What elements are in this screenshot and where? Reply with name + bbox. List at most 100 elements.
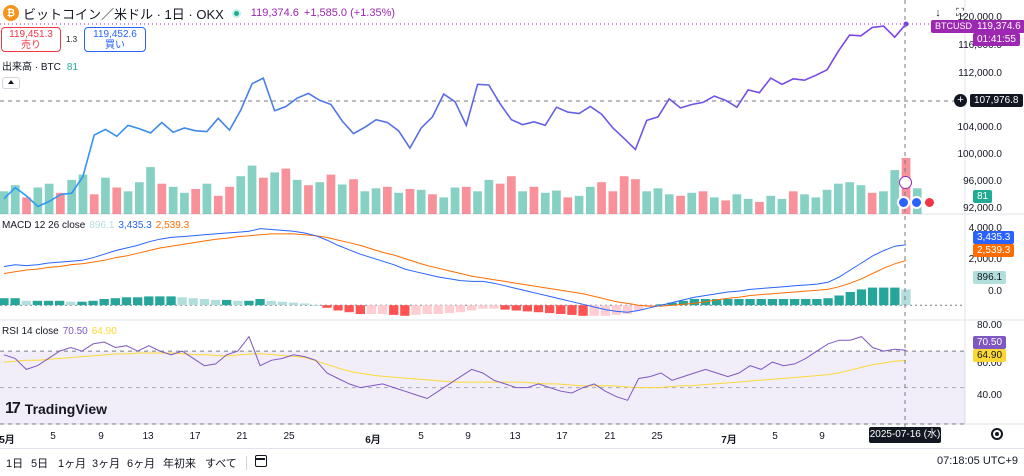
symbol-header: ₿ ビットコイン／米ドル · 1日 · OKX 119,374.6 +1,585… — [0, 0, 920, 26]
volume-bar — [349, 179, 358, 214]
macd-histogram-bar — [32, 300, 42, 306]
macd-histogram-bar — [422, 305, 432, 314]
macd-histogram-bar — [723, 299, 733, 306]
macd-histogram-bar — [489, 305, 499, 309]
buy-price: 119,452.6 — [93, 29, 137, 40]
macd-histogram-bar — [444, 305, 455, 314]
volume-bar — [405, 189, 415, 214]
time-tick: 5月 — [0, 435, 15, 446]
range-1m-button[interactable]: 1ヶ月 — [58, 458, 87, 470]
price-tick: 100,000.0 — [957, 149, 1003, 160]
crosshair-price-badge: 107,976.8 — [970, 94, 1023, 107]
range-3m-button[interactable]: 3ヶ月 — [92, 458, 121, 470]
range-1d-button[interactable]: 1日 — [6, 458, 24, 470]
macd-histogram-bar — [812, 299, 822, 306]
clock-readout[interactable]: 07:18:05 UTC+9 — [936, 455, 1018, 467]
macd-histogram-bar — [188, 298, 198, 306]
legend-collapse-button[interactable] — [2, 77, 20, 89]
sell-button[interactable]: 119,451.3 売り — [1, 27, 61, 52]
volume-bar — [146, 167, 155, 214]
buy-button[interactable]: 119,452.6 買い — [84, 27, 146, 52]
macd-histogram-bar — [133, 297, 143, 306]
macd-histogram-bar — [600, 305, 610, 316]
volume-bar — [507, 176, 516, 214]
price-tick: 96,000.0 — [963, 176, 1002, 187]
range-ytd-button[interactable]: 年初来 — [163, 458, 196, 470]
volume-bar — [687, 192, 697, 214]
gear-icon[interactable] — [991, 428, 1003, 440]
macd-histogram-bar — [734, 299, 744, 306]
volume-bar — [574, 195, 584, 214]
volume-bar — [788, 191, 798, 214]
sell-label: 売り — [21, 40, 41, 51]
time-tick: 25 — [651, 431, 663, 442]
volume-bar — [202, 183, 212, 214]
macd-line — [3, 228, 907, 313]
macd-histogram-bar — [879, 287, 889, 306]
macd-histogram-bar — [166, 296, 176, 306]
volume-bar — [484, 179, 494, 214]
calendar-icon[interactable] — [255, 455, 267, 467]
volume-legend[interactable]: 出来高 · BTC 81 — [2, 58, 78, 73]
download-icon[interactable]: ↓ — [935, 7, 941, 19]
volume-bar — [112, 187, 122, 214]
macd-tick: 0.0 — [988, 286, 1002, 297]
volume-bar — [777, 198, 787, 214]
macd-histogram-bar — [121, 297, 132, 306]
buy-label: 買い — [105, 40, 125, 51]
add-alert-icon[interactable]: + — [954, 94, 967, 107]
event-icon[interactable] — [897, 196, 910, 209]
macd-histogram-bar — [767, 299, 777, 306]
macd-histogram-bar — [500, 305, 510, 310]
macd-histogram-bar — [845, 292, 855, 306]
signal-value-badge: 2,539.3 — [973, 244, 1015, 257]
macd-histogram-bar — [522, 305, 532, 312]
spread-value: 1.3 — [66, 35, 78, 44]
volume-bar — [315, 182, 325, 214]
macd-histogram-bar — [99, 299, 109, 306]
volume-bar — [0, 191, 9, 214]
macd-histogram-bar — [155, 296, 165, 306]
time-tick: 17 — [189, 431, 201, 442]
volume-bar — [845, 182, 854, 214]
macd-histogram-bar — [778, 299, 789, 306]
macd-histogram-bar — [300, 303, 310, 306]
time-tick: 5 — [418, 431, 424, 442]
volume-bar — [247, 165, 257, 214]
range-5d-button[interactable]: 5日 — [31, 458, 49, 470]
current-symbol-badge: BTCUSD — [931, 20, 977, 33]
volume-bar — [800, 194, 809, 214]
volume-bar — [698, 191, 708, 214]
signal-line — [3, 233, 907, 307]
price-line — [3, 23, 907, 208]
fullscreen-icon[interactable]: ⛶ — [956, 7, 964, 19]
lightning-icon[interactable] — [899, 176, 912, 189]
macd-histogram-bar — [400, 305, 410, 316]
event-icon[interactable] — [910, 196, 923, 209]
volume-bar — [461, 186, 471, 214]
macd-legend-hist: 896.1 — [89, 220, 115, 231]
range-all-button[interactable]: すべて — [205, 458, 237, 470]
rsi-legend[interactable]: RSI 14 close 70.50 64.90 — [2, 326, 121, 337]
volume-bar — [721, 200, 730, 214]
time-tick: 5 — [50, 431, 56, 442]
time-tick: 9 — [98, 431, 104, 442]
macd-histogram-bar — [244, 300, 254, 306]
macd-histogram-bar — [66, 301, 76, 306]
symbol-title[interactable]: ビットコイン／米ドル · 1日 · OKX — [23, 6, 224, 22]
macd-legend[interactable]: MACD 12 26 close 896.1 3,435.3 2,539.3 — [2, 220, 193, 231]
volume-bar — [755, 201, 764, 214]
rsi-tick: 40.00 — [976, 390, 1002, 401]
volume-bar — [597, 182, 606, 214]
current-price-badge: 119,374.6 — [973, 20, 1024, 33]
volume-bar — [236, 176, 246, 214]
macd-histogram-bar — [533, 305, 544, 313]
macd-histogram-bar — [233, 300, 243, 306]
tradingview-logo[interactable]: 17 TradingView — [5, 400, 107, 418]
volume-bar — [10, 185, 20, 214]
volume-bar — [416, 189, 426, 214]
last-change: +1,585.0 (+1.35%) — [303, 7, 396, 19]
event-icon[interactable] — [923, 196, 936, 209]
range-6m-button[interactable]: 6ヶ月 — [127, 458, 156, 470]
